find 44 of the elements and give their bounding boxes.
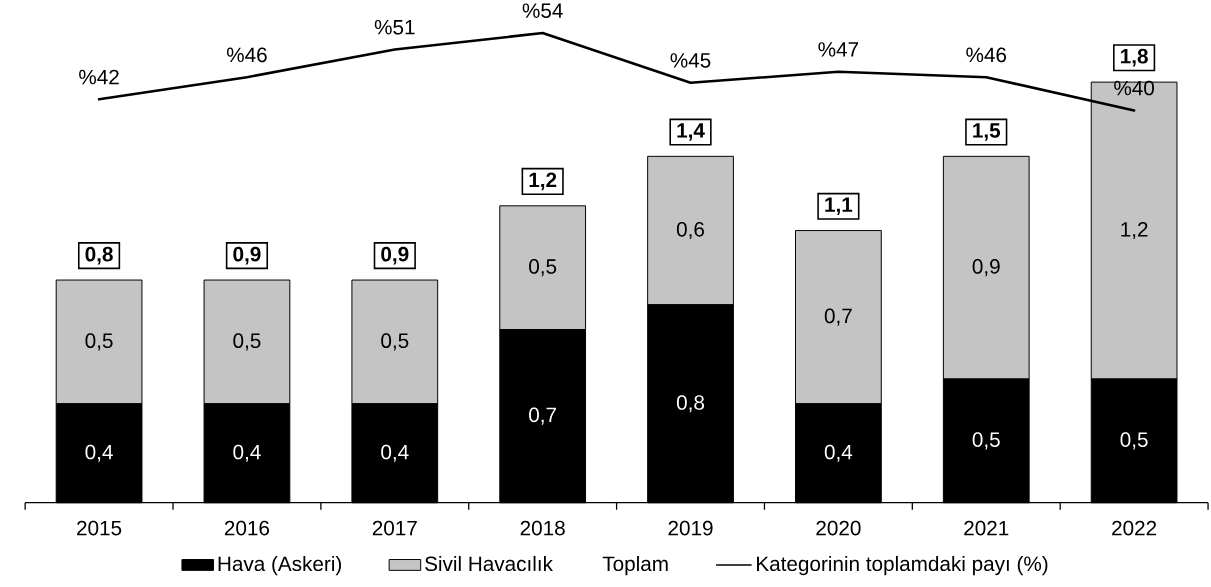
data-label: %45 — [670, 53, 711, 68]
data-label: 0,7 — [824, 308, 852, 326]
total-label: 1,1 — [825, 197, 853, 216]
data-label: 0,6 — [676, 222, 704, 240]
total-label: 1,8 — [1121, 49, 1148, 67]
total-label: 1,2 — [529, 172, 557, 191]
x-tick-label: 2020 — [816, 520, 861, 536]
data-label: 0,5 — [233, 333, 261, 351]
data-label: 0,8 — [676, 395, 705, 413]
x-tick-label: 2015 — [77, 520, 122, 536]
x-tick-label: 2016 — [224, 520, 270, 536]
total-label: 0,9 — [233, 247, 261, 265]
legend-label: Kategorinin toplamdaki payı (%) — [757, 556, 1048, 576]
data-label: 0,5 — [972, 432, 1000, 450]
data-label: 0,5 — [85, 333, 113, 351]
data-label: %46 — [226, 47, 267, 63]
legend-label: Sivil Havacılık — [425, 556, 553, 572]
data-label: 0,5 — [529, 259, 557, 277]
x-tick-label: 2021 — [964, 520, 1009, 536]
data-label: %40 — [1114, 80, 1155, 96]
x-tick-label: 2019 — [668, 520, 713, 536]
text: Toplam — [602, 556, 668, 576]
total-label: 1,5 — [973, 123, 1001, 141]
data-label: %47 — [818, 42, 859, 57]
legend-label: Hava (Askeri) — [218, 556, 342, 576]
data-label: 0,7 — [529, 407, 557, 425]
data-label: 0,9 — [972, 259, 1000, 277]
data-label: %42 — [79, 69, 119, 85]
data-label: %51 — [374, 20, 415, 35]
x-tick-label: 2017 — [372, 520, 417, 536]
total-label: 1,4 — [677, 123, 705, 141]
data-label: 0,5 — [381, 333, 409, 351]
data-label: %46 — [966, 47, 1007, 63]
total-label: 0,9 — [381, 247, 409, 265]
data-label: 0,4 — [85, 444, 113, 463]
x-tick-label: 2018 — [520, 520, 565, 536]
total-label: 0,8 — [85, 247, 113, 265]
data-label: 0,5 — [1120, 432, 1148, 450]
data-label: 0,4 — [233, 444, 261, 463]
data-label: %54 — [522, 3, 563, 19]
x-tick-label: 2022 — [1112, 520, 1157, 536]
data-label: 0,4 — [824, 444, 853, 463]
data-label: 0,4 — [381, 444, 409, 463]
data-label: 1,2 — [1121, 222, 1148, 240]
